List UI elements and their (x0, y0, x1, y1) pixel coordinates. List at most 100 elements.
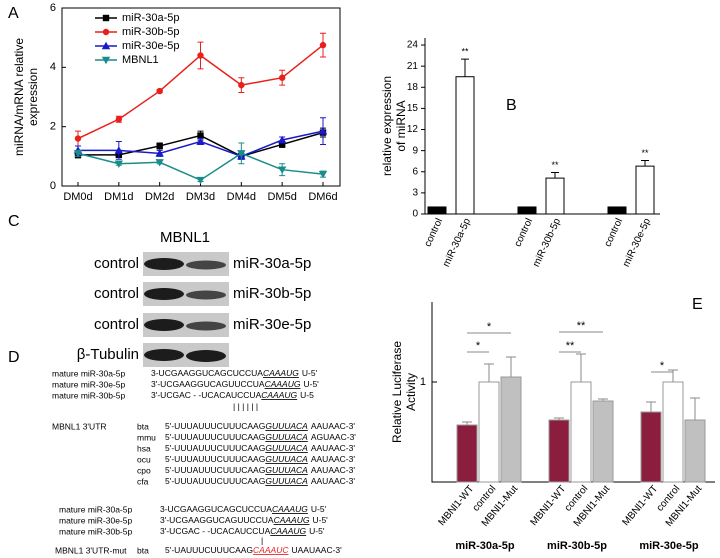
mirna-name: mature miR-30a-5p (59, 504, 132, 514)
marker (101, 41, 111, 50)
bar (455, 76, 475, 215)
group-label: miR-30a-5p (455, 540, 515, 552)
sequence-part: 5'-UAUUUCUUUCAAG (165, 545, 253, 555)
significance: ** (641, 148, 649, 158)
marker (277, 166, 287, 174)
sequence: 5'-UUUAUUUCUUUCAAGGUUUACA AAUAAC-3' (165, 443, 355, 453)
significance: * (476, 340, 481, 352)
panel-label: D (8, 349, 20, 366)
seed-sequence: CAAAUG (261, 390, 297, 400)
marker (114, 146, 124, 154)
species: cpo (137, 465, 151, 475)
y-axis-label: Relative Luciferase (390, 341, 404, 443)
blot-treatment-label: miR-30b-5p (233, 285, 311, 302)
mirna-name: mature miR-30e-5p (59, 515, 132, 525)
x-tick-label: miR-30a-5p (441, 216, 473, 268)
sequence-part: 3'-UCGAAGGUCAGUUCCUA (160, 515, 274, 525)
band (186, 290, 226, 300)
bar (500, 376, 522, 483)
panel-label: E (692, 296, 703, 313)
blot-treatment-label: miR-30a-5p (233, 255, 311, 272)
blot-title: MBNL1 (160, 229, 210, 246)
significance: ** (551, 160, 559, 170)
seed-sequence: GUUUACA (265, 432, 308, 442)
marker (114, 160, 124, 168)
y-tick-label: 18 (407, 82, 419, 93)
x-tick-label: DM4d (227, 191, 256, 203)
marker (237, 150, 246, 158)
species: mmu (137, 432, 156, 442)
y-tick-label: 4 (50, 61, 56, 73)
y-tick-label: 3 (412, 188, 418, 199)
bar (456, 424, 478, 483)
bar (592, 400, 614, 483)
significance: ** (461, 46, 469, 56)
y-axis-label: expression (26, 68, 40, 126)
marker (197, 52, 204, 59)
bar (635, 165, 655, 215)
sequence-part: 5'-UUUAUUUCUUUCAAG (165, 421, 265, 431)
error-bar (641, 159, 649, 167)
y-tick-label: 6 (412, 166, 418, 177)
marker (319, 41, 327, 49)
mut-label: MBNL1 3'UTR-mut (55, 545, 127, 555)
sequence-part: AAUAAC-3' (311, 443, 356, 453)
error-bar (551, 171, 559, 179)
pairing: | (261, 535, 263, 545)
blot-treatment-label: miR-30e-5p (233, 316, 311, 333)
marker (73, 150, 83, 158)
marker (318, 126, 328, 135)
sequence-part: AAUAAC-3' (311, 465, 356, 475)
blot-row-label: control (94, 285, 139, 302)
series-line (77, 152, 324, 181)
sequence-part: AAUAAC-3' (311, 476, 356, 486)
band (144, 319, 184, 331)
marker (197, 132, 204, 139)
marker (318, 170, 328, 179)
sequence-part: 5'-UUUAUUUCUUUCAAG (165, 432, 265, 442)
seed-sequence: GUUUACA (265, 454, 308, 464)
bar (548, 419, 570, 483)
seed-sequence: CAAAUC (253, 545, 289, 555)
y-axis-label: miRNA/mRNA relative (12, 38, 26, 156)
bar (640, 411, 662, 483)
y-tick-label: 1 (420, 376, 426, 388)
blot-row-label: control (94, 255, 139, 272)
sequence-part: 3'-UCGAC - -UCACAUCCUA (151, 390, 262, 400)
sequence: 5'-UUUAUUUCUUUCAAGGUUUACA AAUAAC-3' (165, 454, 355, 464)
significance: * (660, 360, 665, 372)
y-tick-label: 24 (407, 40, 419, 51)
marker (196, 176, 205, 185)
sequence-part: AGUAAC-3' (311, 432, 356, 442)
marker (156, 87, 163, 95)
mirna-name: mature miR-30e-5p (52, 379, 125, 389)
group-label: miR-30e-5p (639, 540, 699, 552)
sequence: 5'-UUUAUUUCUUUCAAGGUUUACA AAUAAC-3' (165, 421, 355, 431)
error-bar (576, 353, 586, 382)
legend-label: MBNL1 (122, 54, 159, 66)
y-axis-label: Activity (404, 373, 418, 411)
species: cfa (137, 476, 149, 486)
marker (102, 14, 110, 22)
bar (684, 419, 706, 483)
sequence: 3'-UCGAC - -UCACAUCCUACAAAUG U-5 (151, 390, 314, 400)
legend-label: miR-30a-5p (122, 12, 179, 24)
band (144, 288, 184, 300)
seed-sequence: GUUUACA (265, 465, 308, 475)
significance: ** (577, 320, 586, 332)
error-bar (690, 397, 700, 420)
x-tick-label: control (602, 217, 625, 249)
marker (74, 135, 82, 142)
band (186, 321, 226, 331)
error-bar (461, 58, 469, 77)
sequence: 5'-UUUAUUUCUUUCAAGGUUUACA AAUAAC-3' (165, 465, 355, 475)
band (186, 260, 226, 270)
group-label: miR-30b-5p (547, 540, 607, 552)
x-tick-label: DM3d (186, 191, 215, 203)
sequence: 3'-UCGAAGGUCAGUUCCUACAAAUG U-5' (151, 379, 319, 389)
bar (570, 381, 592, 483)
species: hsa (137, 443, 151, 453)
legend-label: miR-30b-5p (122, 26, 179, 38)
